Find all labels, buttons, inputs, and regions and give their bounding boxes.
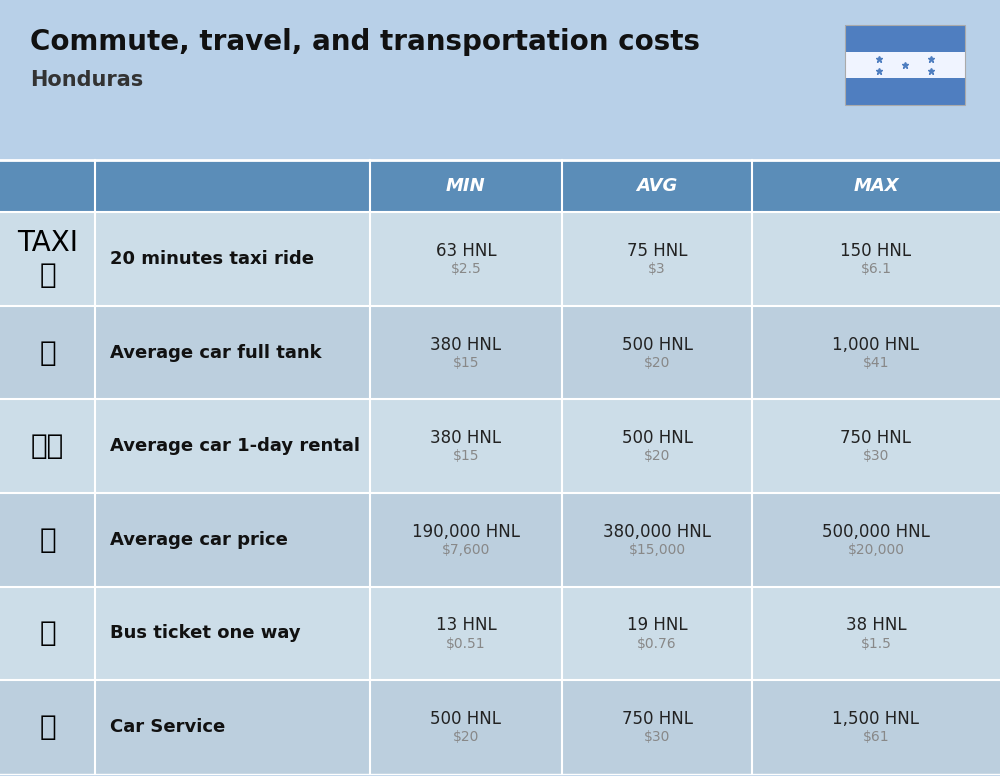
Bar: [752, 400, 1000, 493]
Bar: [95, 681, 370, 774]
Text: 🔧: 🔧: [39, 713, 56, 741]
Text: 380 HNL: 380 HNL: [430, 429, 502, 447]
Text: 190,000 HNL: 190,000 HNL: [412, 523, 520, 541]
Bar: [95, 493, 370, 587]
Text: Average car full tank: Average car full tank: [110, 344, 322, 362]
Bar: [562, 493, 752, 587]
Bar: [0, 0, 1000, 155]
Bar: [95, 212, 370, 306]
Bar: [0, 681, 95, 774]
Text: 500 HNL: 500 HNL: [430, 710, 502, 728]
Bar: [370, 160, 562, 212]
Text: 500,000 HNL: 500,000 HNL: [822, 523, 930, 541]
Text: AVG: AVG: [636, 177, 678, 195]
Text: $1.5: $1.5: [861, 636, 891, 650]
Bar: [752, 212, 1000, 306]
Text: $6.1: $6.1: [860, 262, 892, 275]
Bar: [0, 212, 95, 306]
Bar: [0, 587, 95, 681]
Text: 500 HNL: 500 HNL: [622, 335, 692, 354]
Bar: [0, 306, 95, 400]
Text: $20,000: $20,000: [848, 543, 904, 557]
Text: 500 HNL: 500 HNL: [622, 429, 692, 447]
Bar: [0, 400, 95, 493]
Text: $15: $15: [453, 355, 479, 369]
Bar: [752, 493, 1000, 587]
Text: 19 HNL: 19 HNL: [627, 616, 687, 635]
Bar: [370, 493, 562, 587]
Text: $41: $41: [863, 355, 889, 369]
Text: $20: $20: [644, 355, 670, 369]
Bar: [562, 306, 752, 400]
Bar: [95, 587, 370, 681]
Bar: [0, 160, 95, 212]
Bar: [370, 587, 562, 681]
Text: 1,000 HNL: 1,000 HNL: [832, 335, 920, 354]
Bar: [562, 587, 752, 681]
Bar: [562, 160, 752, 212]
Text: 380,000 HNL: 380,000 HNL: [603, 523, 711, 541]
Text: $7,600: $7,600: [442, 543, 490, 557]
Text: $3: $3: [648, 262, 666, 275]
Text: 1,500 HNL: 1,500 HNL: [832, 710, 920, 728]
Text: $15: $15: [453, 449, 479, 463]
Bar: [845, 25, 965, 52]
Text: 20 minutes taxi ride: 20 minutes taxi ride: [110, 250, 314, 268]
Bar: [95, 400, 370, 493]
Bar: [562, 400, 752, 493]
Bar: [370, 400, 562, 493]
Text: 75 HNL: 75 HNL: [627, 242, 687, 260]
Text: Honduras: Honduras: [30, 70, 143, 90]
Text: $61: $61: [863, 730, 889, 744]
Text: $20: $20: [644, 449, 670, 463]
Text: 150 HNL: 150 HNL: [840, 242, 912, 260]
Bar: [752, 681, 1000, 774]
Text: MAX: MAX: [853, 177, 899, 195]
Bar: [370, 681, 562, 774]
Text: $2.5: $2.5: [451, 262, 481, 275]
Text: 750 HNL: 750 HNL: [840, 429, 912, 447]
Bar: [562, 160, 752, 212]
Bar: [845, 52, 965, 78]
Bar: [0, 493, 95, 587]
Bar: [752, 160, 1000, 212]
Text: $30: $30: [644, 730, 670, 744]
Text: $30: $30: [863, 449, 889, 463]
Text: 380 HNL: 380 HNL: [430, 335, 502, 354]
Bar: [370, 160, 562, 212]
Bar: [752, 306, 1000, 400]
Bar: [845, 78, 965, 105]
Bar: [95, 160, 370, 212]
Text: Average car 1-day rental: Average car 1-day rental: [110, 437, 360, 456]
Text: MIN: MIN: [446, 177, 486, 195]
Text: Car Service: Car Service: [110, 718, 225, 736]
Text: 750 HNL: 750 HNL: [622, 710, 692, 728]
Bar: [370, 306, 562, 400]
Bar: [0, 160, 95, 212]
Text: Average car price: Average car price: [110, 531, 288, 549]
Bar: [562, 681, 752, 774]
Bar: [752, 587, 1000, 681]
Bar: [370, 212, 562, 306]
Bar: [95, 306, 370, 400]
Text: $0.76: $0.76: [637, 636, 677, 650]
Text: Commute, travel, and transportation costs: Commute, travel, and transportation cost…: [30, 28, 700, 56]
Bar: [845, 25, 965, 105]
Bar: [95, 160, 370, 212]
Text: 13 HNL: 13 HNL: [436, 616, 496, 635]
Text: 🔑🚙: 🔑🚙: [31, 432, 64, 460]
Bar: [562, 212, 752, 306]
Text: 38 HNL: 38 HNL: [846, 616, 906, 635]
Text: Bus ticket one way: Bus ticket one way: [110, 625, 301, 643]
Bar: [752, 160, 1000, 212]
Text: TAXI
🚕: TAXI 🚕: [17, 229, 78, 289]
Text: $20: $20: [453, 730, 479, 744]
Text: 63 HNL: 63 HNL: [436, 242, 496, 260]
Text: $0.51: $0.51: [446, 636, 486, 650]
Text: $15,000: $15,000: [628, 543, 686, 557]
Text: 🚗: 🚗: [39, 526, 56, 554]
Text: 🚌: 🚌: [39, 619, 56, 647]
Text: ⛽: ⛽: [39, 338, 56, 366]
